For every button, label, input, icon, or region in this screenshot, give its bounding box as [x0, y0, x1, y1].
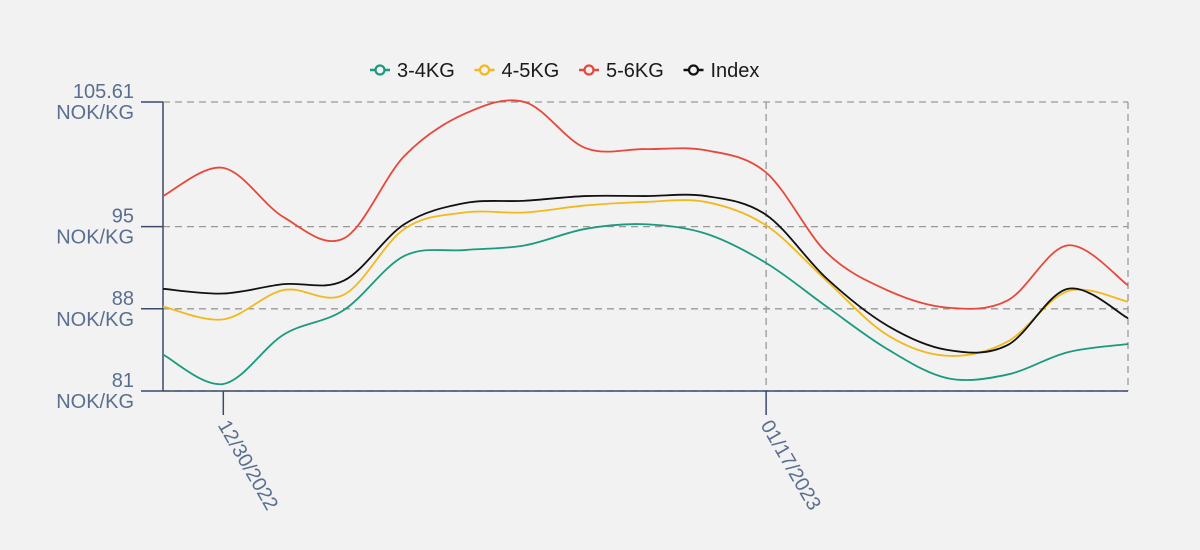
y-tick-value: 105.61 — [73, 81, 134, 103]
y-tick-unit: NOK/KG — [56, 309, 134, 331]
legend-item-4-5kg[interactable]: 4-5KG — [474, 60, 560, 82]
legend: 3-4KG 4-5KG 5-6KG Index — [370, 60, 759, 82]
series-layer — [162, 99, 1129, 385]
y-tick-label-0: 105.61 NOK/KG — [56, 81, 134, 124]
legend-swatch-marker — [374, 64, 386, 76]
y-tick-unit: NOK/KG — [56, 102, 134, 124]
series-line-5-6kg — [162, 99, 1129, 310]
y-tick-value: 95 — [112, 206, 134, 228]
legend-item-5-6kg[interactable]: 5-6KG — [579, 60, 664, 82]
grid-layer — [163, 101, 1129, 392]
y-tick-value: 88 — [112, 288, 134, 310]
legend-label: 3-4KG — [397, 60, 455, 82]
x-tick-label-1: 01/17/2023 — [756, 417, 825, 515]
y-tick-label-1: 95 NOK/KG — [56, 206, 134, 249]
legend-item-3-4kg[interactable]: 3-4KG — [370, 60, 455, 82]
legend-swatch-marker — [478, 64, 491, 76]
series-line-3-4kg — [162, 223, 1129, 385]
series-line-4-5kg — [162, 199, 1129, 357]
legend-label: 5-6KG — [606, 60, 664, 82]
y-tick-label-3: 81 NOK/KG — [56, 370, 134, 413]
y-tick-label-2: 88 NOK/KG — [56, 288, 134, 331]
x-tick-label-0: 12/30/2022 — [213, 417, 282, 515]
legend-swatch-marker — [583, 64, 595, 76]
y-tick-value: 81 — [112, 370, 134, 392]
y-tick-unit: NOK/KG — [56, 227, 134, 249]
legend-label: 4-5KG — [502, 60, 560, 82]
legend-swatch-marker — [687, 64, 700, 76]
series-line-index — [162, 193, 1129, 354]
legend-item-index[interactable]: Index — [683, 60, 760, 82]
legend-label: Index — [711, 60, 760, 82]
y-tick-unit: NOK/KG — [56, 391, 134, 413]
